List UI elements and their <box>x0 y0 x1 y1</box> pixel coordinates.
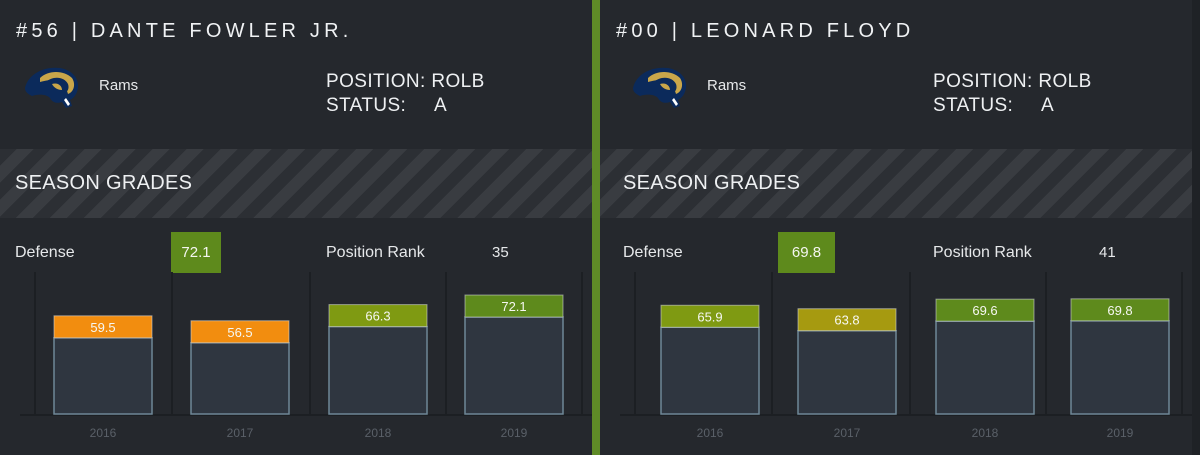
bar-value-label: 69.8 <box>1107 303 1132 318</box>
bar-value-tag <box>190 320 290 344</box>
player-name: #00 | LEONARD FLOYD <box>616 20 915 42</box>
panel-divider <box>592 0 600 455</box>
bar-value-label: 65.9 <box>697 309 722 324</box>
x-tick-label: 2016 <box>90 426 117 440</box>
bar-value-label: 69.6 <box>972 303 997 318</box>
bar-value-label: 59.5 <box>90 320 115 335</box>
player-panel-1: #56 | DANTE FOWLER JR. Rams POSITION: RO… <box>0 0 592 455</box>
bar-group: 69.6 2018 <box>935 298 1035 440</box>
player-meta: POSITION: ROLB STATUS: A <box>933 70 1092 118</box>
section-stripe <box>600 149 1192 218</box>
section-title: SEASON GRADES <box>623 172 801 194</box>
position-key: POSITION: <box>326 71 426 92</box>
section-title: SEASON GRADES <box>15 172 193 194</box>
player-name: #56 | DANTE FOWLER JR. <box>16 20 353 42</box>
bar-value-tag <box>935 298 1035 322</box>
x-tick-label: 2018 <box>972 426 999 440</box>
bar-group: 69.8 2019 <box>1070 298 1170 440</box>
bar <box>935 320 1035 415</box>
status-key: STATUS: <box>326 95 407 116</box>
position-key: POSITION: <box>933 71 1033 92</box>
x-tick-label: 2016 <box>697 426 724 440</box>
bar-value-tag <box>1070 298 1170 322</box>
bar-group: 59.5 2016 <box>53 315 153 440</box>
defense-label: Defense <box>623 244 683 261</box>
position-rank-value: 35 <box>492 244 509 261</box>
bar-value-label: 63.8 <box>834 313 859 328</box>
chart-svg: 59.5 2016 56.5 2017 66.3 2018 72.1 2019 <box>20 272 592 440</box>
bar <box>190 342 290 415</box>
x-tick-label: 2019 <box>501 426 528 440</box>
season-grades-chart: 59.5 2016 56.5 2017 66.3 2018 72.1 2019 <box>0 0 592 455</box>
bar-group: 63.8 2017 <box>797 308 897 440</box>
player-meta: POSITION: ROLB STATUS: A <box>326 70 485 118</box>
bar-value-label: 66.3 <box>365 309 390 324</box>
bar-group: 65.9 2016 <box>660 304 760 440</box>
season-grades-chart: 65.9 2016 63.8 2017 69.6 2018 69.8 2019 <box>600 0 1192 455</box>
player-panel-2: #00 | LEONARD FLOYD Rams POSITION: ROLB … <box>600 0 1192 455</box>
rams-logo-icon <box>633 67 687 108</box>
x-tick-label: 2017 <box>834 426 861 440</box>
defense-label: Defense <box>15 244 75 261</box>
bar-value-label: 72.1 <box>501 299 526 314</box>
bar <box>797 329 897 415</box>
status-value: A <box>434 95 448 116</box>
bar <box>53 337 153 415</box>
position-rank-label: Position Rank <box>933 244 1032 261</box>
position-value: ROLB <box>1038 71 1092 92</box>
position-rank-label: Position Rank <box>326 244 425 261</box>
section-stripe <box>0 149 592 218</box>
defense-grade-badge: 72.1 <box>171 232 221 273</box>
bar <box>1070 320 1170 415</box>
bar-group: 66.3 2018 <box>328 304 428 440</box>
bar-value-label: 56.5 <box>227 325 252 340</box>
team-name: Rams <box>707 77 747 94</box>
bar <box>660 326 760 415</box>
bar-value-tag <box>797 308 897 332</box>
bar-group: 56.5 2017 <box>190 320 290 440</box>
bar-group: 72.1 2019 <box>464 294 564 440</box>
x-tick-label: 2017 <box>227 426 254 440</box>
status-value: A <box>1041 95 1055 116</box>
x-tick-label: 2018 <box>365 426 392 440</box>
team-name: Rams <box>99 77 139 94</box>
bar <box>464 316 564 415</box>
rams-logo-icon <box>25 67 79 108</box>
defense-grade-badge: 69.8 <box>778 232 835 273</box>
position-rank-value: 41 <box>1099 244 1116 261</box>
bar-value-tag <box>464 294 564 318</box>
bar <box>328 325 428 415</box>
chart-svg: 65.9 2016 63.8 2017 69.6 2018 69.8 2019 <box>620 272 1192 440</box>
bar-value-tag <box>660 304 760 328</box>
x-tick-label: 2019 <box>1107 426 1134 440</box>
position-value: ROLB <box>431 71 485 92</box>
bar-value-tag <box>328 304 428 328</box>
status-key: STATUS: <box>933 95 1014 116</box>
bar-value-tag <box>53 315 153 339</box>
